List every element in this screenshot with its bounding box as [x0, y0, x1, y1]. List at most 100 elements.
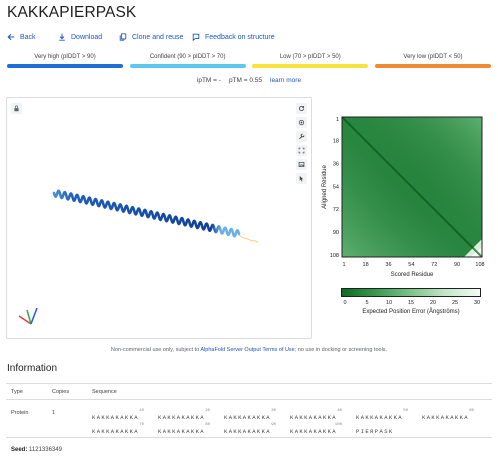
- legend-confident-bar: [129, 64, 246, 68]
- table-header: Type Copies Sequence: [6, 384, 492, 400]
- image-icon: [298, 162, 305, 167]
- colorbar-tick: 25: [451, 300, 459, 306]
- pae-y-tick: 72: [333, 207, 339, 213]
- header-sequence: Sequence: [92, 388, 117, 395]
- seed-info: Seed: 1121336349: [11, 447, 62, 453]
- pae-x-tick: 18: [363, 262, 369, 268]
- model-metrics: ipTM = - pTM = 0.55 learn more: [0, 77, 498, 84]
- center-icon: [298, 119, 305, 126]
- protein-structure[interactable]: [7, 98, 313, 340]
- information-heading: Information: [7, 363, 58, 374]
- sequence-position: 20: [205, 409, 210, 413]
- pae-y-tick: 1: [336, 117, 339, 123]
- sequence: KAKKAKAKKA 10 KAKKAKAKKA 20 KAKKAKAKKA 30 KAKK…: [92, 409, 488, 435]
- pae-x-tick: 1: [342, 262, 345, 268]
- pae-x-tick: 36: [385, 262, 391, 268]
- pae-colorbar: [341, 288, 481, 297]
- terms-link[interactable]: AlphaFold Server Output Terms of Use: [200, 347, 295, 353]
- pae-y-label: Aligned Residue: [322, 164, 328, 208]
- notice-after: ; no use in docking or screening tools.: [294, 347, 388, 353]
- sequence-line-2: KAKKAKAKKA 70 KAKKAKAKKA 80 KAKKAKAKKA 90 KAKK…: [92, 423, 488, 435]
- page-title: KAKKAPIERPASK: [7, 4, 137, 21]
- sequence-position: 100: [334, 423, 342, 427]
- sequence-chunk: KAKKAKAKKA 40: [290, 409, 356, 421]
- legend-very-low-label: Very low (pIDDT < 50): [403, 54, 463, 60]
- rotate-icon: [299, 106, 304, 111]
- header-type: Type: [11, 388, 23, 395]
- feedback-icon: [192, 33, 200, 41]
- sequence-position: 10: [139, 409, 144, 413]
- pae-y-tick: 90: [333, 230, 339, 236]
- feedback-button[interactable]: Feedback on structure: [192, 33, 275, 41]
- pointer-icon: [299, 176, 304, 182]
- structure-viewer[interactable]: [6, 97, 312, 339]
- sequence-chunk-text: PIERPASK: [356, 428, 394, 435]
- back-button[interactable]: Back: [7, 33, 58, 41]
- sequence-position: 80: [205, 423, 210, 427]
- sequence-position: 60: [469, 409, 474, 413]
- sequence-position: 30: [271, 409, 276, 413]
- sequence-chunk: KAKKAKAKKA 70: [92, 423, 158, 435]
- arrow-left-icon: [7, 33, 15, 41]
- lock-button[interactable]: [11, 103, 22, 114]
- learn-more-link[interactable]: learn more: [270, 77, 302, 84]
- sequence-chunk-text: KAKKAKAKKA: [290, 414, 338, 421]
- legend-very-low: Very low (pIDDT < 50): [374, 53, 491, 68]
- helix: [52, 189, 241, 238]
- screenshot-button[interactable]: [296, 159, 307, 170]
- legend-low-label: Low (70 > pIDDT > 50): [279, 54, 341, 60]
- fullscreen-icon: [298, 147, 305, 154]
- pae-y-tick: 54: [333, 184, 339, 190]
- sequence-chunk-text: KAKKAKAKKA: [92, 414, 140, 421]
- colorbar-tick: 15: [407, 300, 415, 306]
- sequence-chunk: KAKKAKAKKA 100: [290, 423, 356, 435]
- viewer-toolbar: [296, 103, 307, 184]
- sequence-chunk: KAKKAKAKKA 10: [92, 409, 158, 421]
- table-row: Protein 1 KAKKAKAKKA 10 KAKKAKAKKA 20 KAKKAK…: [6, 400, 492, 438]
- lock-icon: [14, 105, 19, 112]
- pae-colorbar-ticks: 0 5 10 15 20 25 30: [341, 300, 481, 308]
- pae-y-tick: 18: [333, 139, 339, 145]
- feedback-label: Feedback on structure: [205, 33, 275, 41]
- sequence-chunk-text: KAKKAKAKKA: [422, 414, 470, 421]
- notice-before: Non-commercial use only, subject to: [110, 347, 201, 353]
- select-button[interactable]: [296, 173, 307, 184]
- sequence-chunk: KAKKAKAKKA 60: [422, 409, 488, 421]
- pae-x-ticks: 1 18 36 54 72 90 108: [342, 262, 484, 268]
- center-button[interactable]: [296, 117, 307, 128]
- action-bar: Back Download Clone and reuse Feedback o…: [7, 33, 275, 41]
- seed-value: 1121336349: [29, 447, 62, 453]
- clone-and-reuse-button[interactable]: Clone and reuse: [119, 33, 192, 41]
- sequence-chunk-text: KAKKAKAKKA: [356, 414, 404, 421]
- information-table: Type Copies Sequence Protein 1 KAKKAKAKK…: [6, 383, 492, 438]
- download-button[interactable]: Download: [58, 33, 119, 41]
- legend-very-low-bar: [374, 64, 491, 68]
- download-label: Download: [71, 33, 103, 41]
- pae-y-ticks: 1 18 36 54 72 90 108: [330, 117, 339, 259]
- sequence-chunk: KAKKAKAKKA 50: [356, 409, 422, 421]
- helix-ribbon: [52, 189, 241, 238]
- pae-colorbar-label: Expected Position Error (Ångströms): [362, 309, 460, 315]
- sequence-chunk-text: KAKKAKAKKA: [290, 428, 338, 435]
- disordered-tail: [238, 234, 259, 244]
- row-copies: 1: [52, 410, 56, 416]
- colorbar-tick: 10: [385, 300, 393, 306]
- pae-x-tick: 54: [408, 262, 414, 268]
- sequence-line-1: KAKKAKAKKA 10 KAKKAKAKKA 20 KAKKAKAKKA 30 KAKK…: [92, 409, 488, 421]
- legend-very-high-bar: [7, 64, 123, 68]
- fullscreen-button[interactable]: [296, 145, 307, 156]
- legend-low: Low (70 > pIDDT > 50): [252, 53, 369, 68]
- sequence-chunk-text: KAKKAKAKKA: [158, 428, 206, 435]
- sequence-position: 50: [403, 409, 408, 413]
- ptm-value: pTM = 0.55: [228, 77, 262, 84]
- back-label: Back: [20, 33, 36, 41]
- clone-label: Clone and reuse: [132, 33, 184, 41]
- sequence-chunk: KAKKAKAKKA 90: [224, 423, 290, 435]
- sequence-chunk: PIERPASK: [356, 424, 422, 435]
- pae-heatmap-svg: 1 18 36 54 72 90 108 1 18 36 54 72 90 108 Scored Res…: [322, 116, 485, 278]
- sequence-chunk: KAKKAKAKKA 80: [158, 423, 224, 435]
- settings-button[interactable]: [296, 131, 307, 142]
- rotate-button[interactable]: [296, 103, 307, 114]
- sequence-chunk-text: KAKKAKAKKA: [224, 428, 272, 435]
- sequence-chunk-text: KAKKAKAKKA: [158, 414, 206, 421]
